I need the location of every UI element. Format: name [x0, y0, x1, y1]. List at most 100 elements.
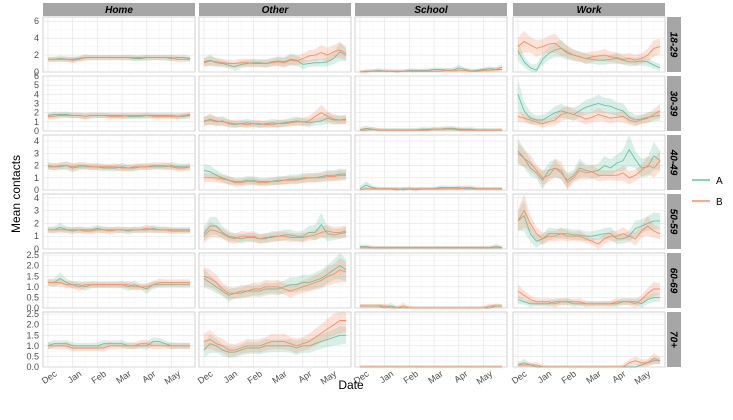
strip-70+ — [667, 312, 681, 367]
legend-label-b: B — [716, 197, 723, 208]
series-line-b — [203, 49, 347, 64]
ribbon-a — [517, 292, 661, 308]
ribbon-a — [517, 135, 661, 190]
ribbon-b — [47, 111, 191, 120]
y-tick-label: 1 — [34, 231, 39, 241]
panel-40-49-home — [42, 134, 196, 191]
ribbon-b — [47, 162, 191, 172]
strip-work — [513, 3, 665, 16]
legend-label-a: A — [716, 176, 723, 187]
series-line-b — [203, 174, 347, 184]
strip-label-50-59: 50-59 — [668, 209, 679, 235]
x-tick-label: Feb — [402, 369, 420, 386]
y-tick-label: 2.5 — [26, 309, 39, 319]
y-tick-label: 4 — [34, 33, 39, 43]
y-tick-label: 2 — [34, 161, 39, 171]
facet-strips: Home Other School Work 18-29 30-39 40-49 50-59 6… — [43, 3, 681, 367]
y-tick-label: 4 — [34, 136, 39, 146]
x-tick-label: Jan — [66, 369, 84, 386]
y-tick-label: 2 — [34, 218, 39, 228]
series-line-a — [517, 94, 661, 121]
panel-70+-school — [354, 311, 508, 368]
y-tick-label: 2.0 — [26, 261, 39, 271]
panel-30-39-work — [512, 75, 666, 132]
x-tick-label: Jan — [378, 369, 396, 386]
ribbon-a — [203, 164, 347, 186]
series-line-a — [517, 214, 661, 242]
y-tick-label: 1.0 — [26, 282, 39, 292]
panel-background — [42, 16, 196, 73]
strip-label-work: Work — [577, 5, 602, 16]
panel-background — [198, 252, 352, 309]
x-tick-label: Apr — [296, 369, 313, 385]
strip-40-49 — [667, 135, 681, 190]
y-axis-title: Mean contacts — [9, 155, 23, 233]
y-tick-label: 0 — [34, 67, 39, 77]
ribbon-a — [47, 272, 191, 294]
panel-background — [198, 193, 352, 250]
series-line-b — [47, 282, 191, 288]
panel-background — [354, 16, 508, 73]
series-line-b — [517, 152, 661, 184]
series-line-a — [203, 223, 347, 240]
ribbon-a — [517, 39, 661, 72]
y-tick-label: 0 — [34, 244, 39, 254]
series-line-b — [517, 110, 661, 125]
strip-home — [43, 3, 195, 16]
strip-18-29 — [667, 17, 681, 72]
strip-50-59 — [667, 194, 681, 249]
ribbon-b — [517, 30, 661, 66]
strip-label-home: Home — [105, 5, 133, 16]
series-line-a — [203, 117, 347, 126]
panel-30-39-school — [354, 75, 508, 132]
series-line-b — [359, 128, 503, 131]
panel-background — [42, 193, 196, 250]
panel-70+-other — [198, 311, 352, 368]
panel-50-59-other — [198, 193, 352, 250]
ribbon-b — [517, 103, 661, 128]
series-line-b — [517, 40, 661, 61]
ribbon-b — [203, 258, 347, 300]
strip-label-30-39: 30-39 — [668, 91, 679, 117]
series-line-b — [517, 209, 661, 245]
y-tick-label: 3 — [34, 99, 39, 109]
series-line-b — [203, 320, 347, 351]
strip-label-school: School — [414, 5, 448, 16]
ribbon-b — [517, 142, 661, 190]
y-tick-label: 3 — [34, 206, 39, 216]
ribbon-b — [517, 353, 661, 367]
strip-label-60-69: 60-69 — [668, 268, 679, 294]
series-line-a — [47, 341, 191, 347]
series-line-a — [203, 334, 347, 353]
strip-30-39 — [667, 76, 681, 131]
series-line-b — [359, 66, 503, 73]
x-tick-label: May — [474, 368, 494, 386]
ribbon-b — [47, 54, 191, 63]
series-line-b — [359, 187, 503, 191]
y-tick-label: 5 — [34, 80, 39, 90]
panel-background — [42, 134, 196, 191]
series-line-a — [203, 51, 347, 68]
panel-background — [512, 252, 666, 309]
x-tick-label: Jan — [536, 369, 554, 386]
strip-60-69 — [667, 253, 681, 308]
y-tick-label: 6 — [34, 71, 39, 81]
y-tick-label: 1.0 — [26, 341, 39, 351]
strip-label-40-49: 40-49 — [668, 149, 679, 176]
series-line-a — [203, 265, 347, 296]
ribbon-a — [203, 253, 347, 302]
y-tick-label: 1.5 — [26, 271, 39, 281]
x-tick-label: Dec — [196, 368, 215, 386]
ribbon-b — [203, 221, 347, 244]
y-tick-label: 2.5 — [26, 250, 39, 260]
y-tick-labels: 0246012345601234012340.00.51.01.52.02.50… — [26, 16, 39, 372]
series-line-b — [517, 357, 661, 368]
strip-label-18-29: 18-29 — [668, 32, 679, 58]
panel-60-69-school — [354, 252, 508, 309]
x-tick-label: Dec — [40, 368, 59, 386]
panel-background — [42, 252, 196, 309]
panel-background — [354, 311, 508, 368]
panel-60-69-other — [198, 252, 352, 309]
panel-70+-home — [42, 311, 196, 368]
